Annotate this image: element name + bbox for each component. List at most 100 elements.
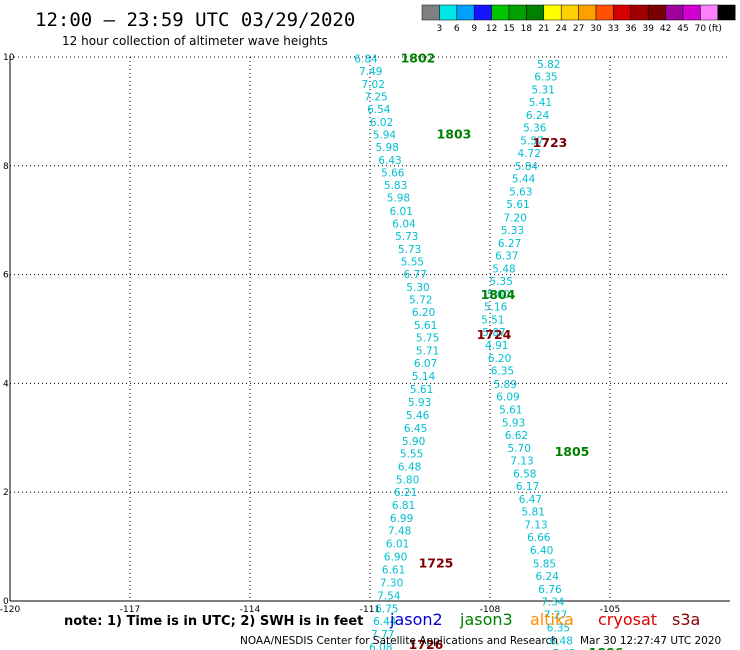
wave-height-label: 5.75: [416, 333, 439, 345]
wave-height-label: 4.72: [518, 148, 541, 160]
wave-height-label: 5.31: [532, 84, 555, 96]
colorbar-swatch: [439, 4, 458, 21]
wave-height-label: 5.36: [523, 123, 547, 135]
wave-height-label: 5.82: [537, 59, 560, 71]
wave-height-label: 6.35: [534, 71, 557, 83]
wave-height-label: 7.02: [362, 79, 385, 91]
wave-height-label: 6.24: [526, 110, 550, 122]
wave-height-label: 6.58: [513, 469, 536, 481]
wave-height-label: 5.30: [406, 282, 429, 294]
wave-height-label: 7.43: [552, 648, 575, 650]
wave-height-label: 7.27: [544, 609, 567, 621]
colorbar-label: 36: [625, 24, 637, 34]
colorbar-swatch: [717, 4, 736, 21]
colorbar-swatch: [560, 4, 579, 21]
wave-height-label: 6.20: [412, 307, 435, 319]
wave-height-label: 6.27: [498, 238, 521, 250]
colorbar: 3 6 9 12 15 18 21 24 27 30 33 36 39 42 45 70 (ft): [421, 4, 736, 34]
wave-height-label: 6.01: [390, 206, 413, 218]
wave-height-label: 6.44: [373, 616, 397, 628]
wave-height-label: 7.13: [510, 455, 533, 467]
wave-height-label: 5.73: [395, 231, 418, 243]
wave-height-label: 4.91: [485, 340, 508, 352]
wave-height-label: 5.66: [381, 168, 405, 180]
wave-height-label: 5.80: [396, 474, 419, 486]
wave-height-label: 6.43: [378, 155, 401, 167]
wave-height-label: 5.60: [487, 289, 510, 301]
wave-height-label: 7.30: [380, 577, 403, 589]
legend-item: cryosat: [598, 610, 657, 629]
legend-item: jason2: [389, 610, 443, 629]
wave-height-label: 5.73: [398, 244, 421, 256]
wave-height-label: 6.17: [516, 481, 539, 493]
wave-height-label: 6.01: [386, 539, 409, 551]
track-id-label: 1723: [533, 135, 568, 150]
wave-height-label: 5.89: [494, 379, 517, 391]
legend-item: s3a: [672, 610, 700, 629]
wave-height-label: 7.77: [371, 629, 394, 641]
colorbar-swatch: [473, 4, 492, 21]
wave-height-label: 7.13: [524, 520, 547, 532]
y-tick-label: 10: [3, 53, 15, 63]
wave-height-label: 6.48: [550, 636, 573, 648]
wave-height-label: 5.98: [376, 142, 399, 154]
track-id-label: 1804: [481, 287, 516, 302]
colorbar-label: 27: [573, 24, 584, 34]
wave-height-label: 5.70: [508, 443, 531, 455]
wave-height-label: 6.09: [496, 391, 519, 403]
satellite-legend: jason2 jason3 altika cryosat s3a: [389, 610, 700, 629]
colorbar-swatch: [543, 4, 562, 21]
wave-height-label: 5.87: [482, 327, 505, 339]
colorbar-swatch: [613, 4, 632, 21]
wave-height-label: 6.40: [530, 545, 553, 557]
wave-height-label: 6.20: [488, 353, 511, 365]
colorbar-label: 3: [437, 24, 443, 34]
wave-height-label: 5.93: [502, 417, 525, 429]
wave-height-label: 6.47: [519, 494, 542, 506]
wave-height-label: 6.02: [370, 117, 393, 129]
wave-height-label: 5.84: [515, 161, 539, 173]
wave-height-label: 7.49: [359, 66, 382, 78]
wave-height-label: 5.57: [520, 136, 543, 148]
y-tick-label: 6: [3, 271, 9, 281]
wave-height-label: 6.37: [495, 250, 518, 262]
x-tick-label: -114: [240, 605, 261, 615]
wave-height-label: 6.24: [536, 571, 560, 583]
colorbar-label: 21: [538, 24, 549, 34]
tick-labels: -120 -117 -114 -111 -108 -105 0 2 4 6 8 10: [0, 53, 620, 615]
chart-title: 12:00 – 23:59 UTC 03/29/2020: [35, 9, 355, 31]
grid-lines: [10, 56, 730, 601]
y-tick-label: 8: [3, 162, 9, 172]
y-tick-label: 0: [3, 597, 9, 607]
wave-height-label: 6.84: [354, 53, 378, 65]
wave-height-label: 6.75: [375, 603, 398, 615]
wave-height-label: 5.94: [373, 130, 397, 142]
plot-area: -120 -117 -114 -111 -108 -105 0 2 4 6 8 10 6.847.49…: [0, 50, 730, 650]
wave-height-label: 5.14: [412, 371, 436, 383]
wave-height-label: 6.35: [547, 622, 570, 634]
wave-height-label: 5.41: [529, 97, 552, 109]
x-tick-label: -111: [360, 605, 380, 615]
colorbar-swatch: [647, 4, 666, 21]
wave-height-label: 6.21: [394, 487, 417, 499]
wave-height-label: 6.76: [538, 584, 562, 596]
colorbar-label: 15: [503, 24, 514, 34]
x-tick-label: -117: [120, 605, 140, 615]
colorbar-label: 30: [590, 24, 602, 34]
wave-height-label: 6.66: [527, 532, 551, 544]
legend-item: jason3: [459, 610, 513, 629]
wave-height-label: 5.51: [481, 315, 504, 327]
note-text: note: 1) Time is in UTC; 2) SWH is in fe…: [64, 614, 363, 629]
wave-height-label: 5.33: [501, 225, 524, 237]
x-tick-label: -120: [0, 605, 20, 615]
colorbar-swatch: [421, 4, 440, 21]
wave-height-label: 7.25: [364, 92, 387, 104]
x-tick-label: -108: [480, 605, 501, 615]
wave-height-label: 6.61: [382, 564, 405, 576]
track-id-label: 1726: [409, 637, 444, 650]
track-id-label: 1805: [555, 444, 590, 459]
wave-height-label: 7.34: [541, 596, 565, 608]
colorbar-label: 39: [642, 24, 654, 34]
wave-height-label: 5.61: [414, 320, 437, 332]
